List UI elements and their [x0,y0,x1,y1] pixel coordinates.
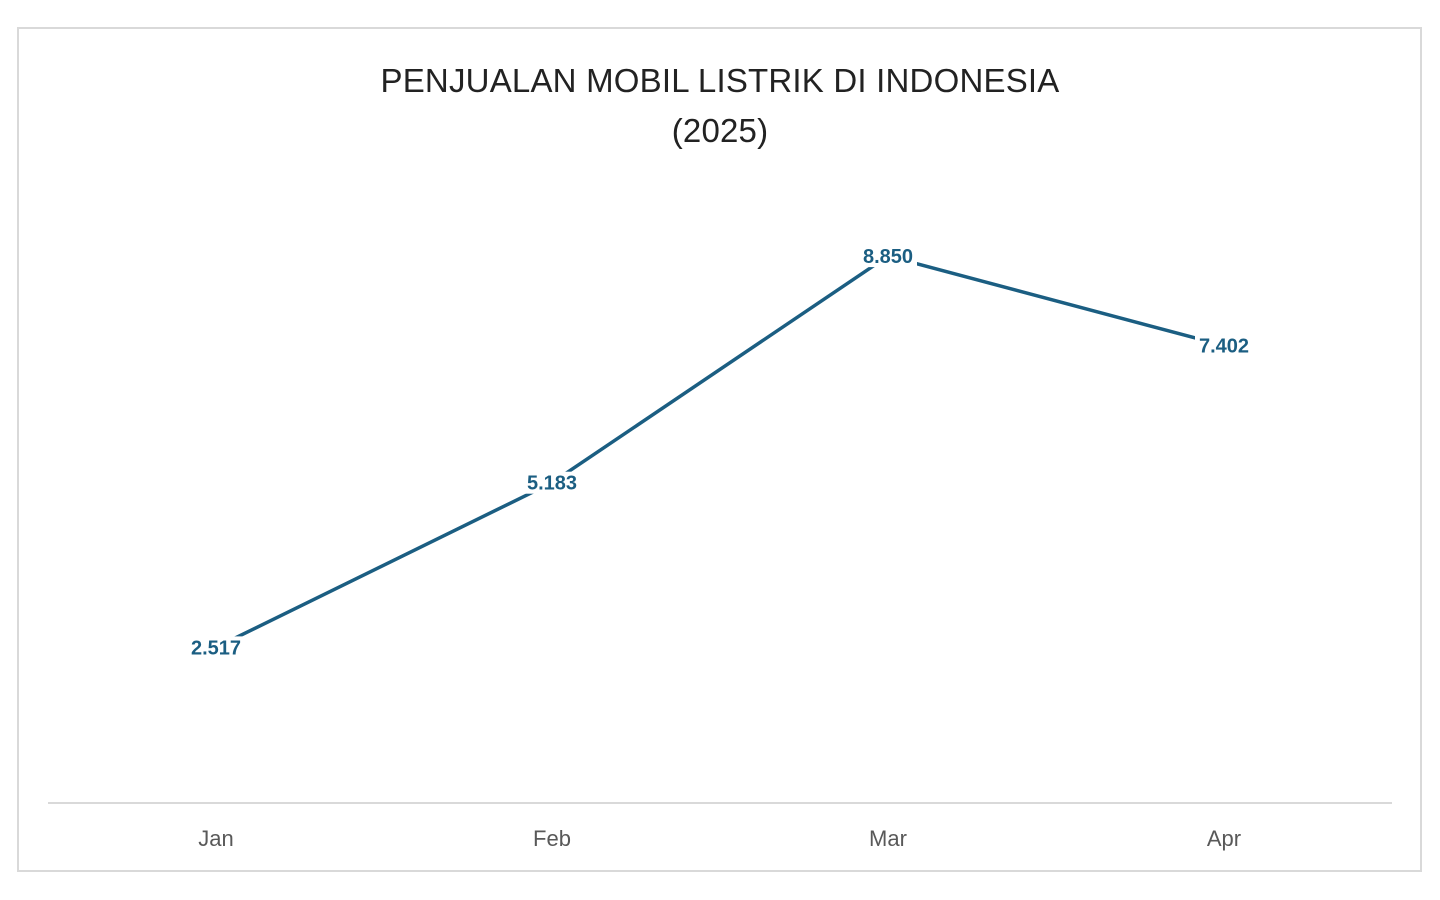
series-layer [215,254,1225,649]
data-labels: 2.517 5.183 8.850 7.402 [187,245,1253,659]
x-tick-label: Jan [198,826,233,851]
x-tick-label: Apr [1207,826,1241,851]
x-tick-label: Mar [869,826,907,851]
data-label: 8.850 [863,246,913,268]
chart-frame [17,27,1422,872]
chart-title-main: PENJUALAN MOBIL LISTRIK DI INDONESIA [380,62,1060,99]
data-label: 7.402 [1199,336,1249,358]
chart-title-sub: (2025) [671,112,769,149]
data-label: 5.183 [527,473,577,495]
data-label-background [859,245,917,268]
data-label: 2.517 [191,637,241,659]
chart-title: PENJUALAN MOBIL LISTRIK DI INDONESIA (20… [0,56,1440,156]
data-label-background [187,636,245,659]
data-label-background [523,471,581,494]
x-axis-ticks: Jan Feb Mar Apr [198,826,1241,851]
x-tick-label: Feb [533,826,571,851]
data-label-background [1195,334,1253,357]
series-line [215,254,1225,649]
